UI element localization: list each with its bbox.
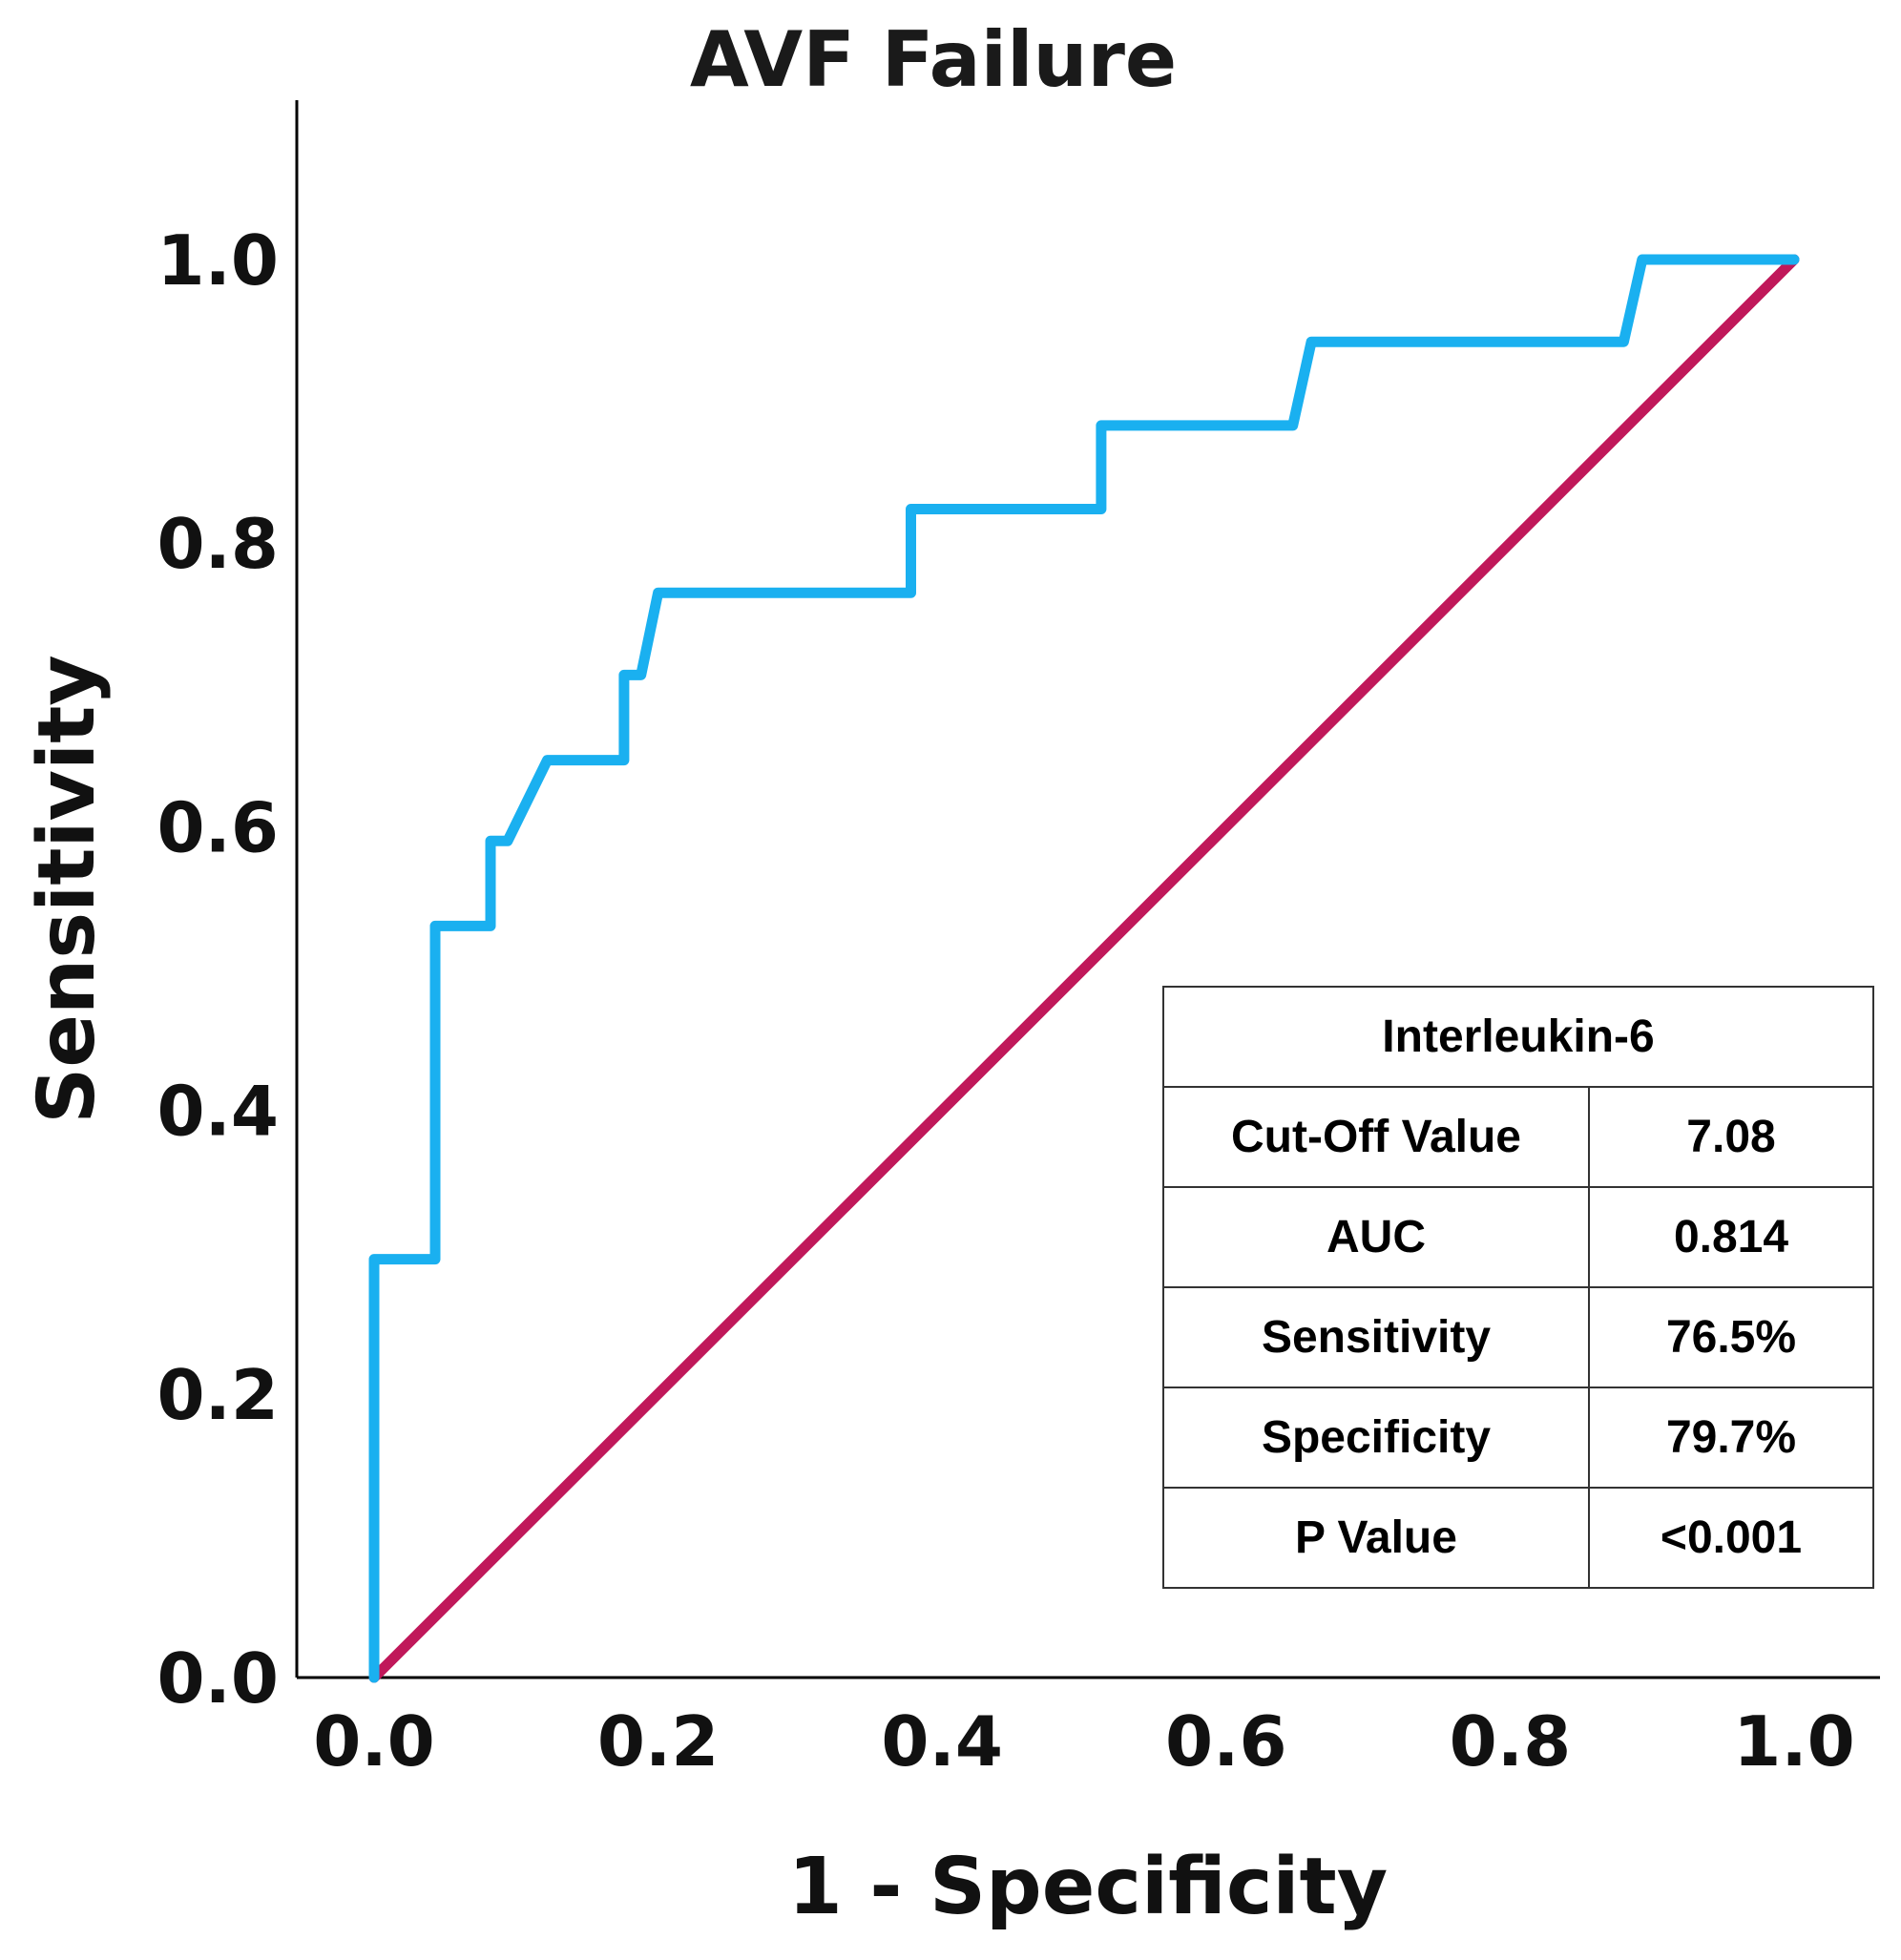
y-tick-label: 0.4 [157,1072,279,1152]
table-row-label: AUC [1162,1186,1590,1288]
table-row-value: 79.7% [1588,1387,1874,1489]
table-row: Cut-Off Value 7.08 [1162,1086,1874,1188]
y-tick-label: 0.2 [157,1355,279,1435]
table-row: Sensitivity 76.5% [1162,1286,1874,1388]
reference-diagonal-line [368,254,1800,1683]
table-row: P Value <0.001 [1162,1487,1874,1589]
table-header-row: Interleukin-6 [1162,986,1874,1088]
table-row-value: 0.814 [1588,1186,1874,1288]
table-row-label: Specificity [1162,1387,1590,1489]
table-row: AUC 0.814 [1162,1186,1874,1288]
y-axis-label: Sensitivity [22,655,113,1123]
table-row-value: <0.001 [1588,1487,1874,1589]
roc-curve-line [368,254,1800,1683]
x-axis-label: 1 - Specificity [788,1842,1388,1932]
table-row-label: Cut-Off Value [1162,1086,1590,1188]
y-tick-label: 1.0 [157,220,279,301]
x-tick-label: 0.8 [1450,1701,1572,1782]
x-tick-label: 0.4 [881,1701,1003,1782]
x-tick-label: 0.6 [1165,1701,1287,1782]
table-row-value: 7.08 [1588,1086,1874,1188]
stats-table: Interleukin-6 Cut-Off Value 7.08 AUC 0.8… [1162,986,1874,1589]
chart-title: AVF Failure [690,15,1177,104]
table-row-label: P Value [1162,1487,1590,1589]
x-tick-label: 0.2 [597,1701,720,1782]
x-tick-label: 0.0 [313,1701,435,1782]
table-row: Specificity 79.7% [1162,1387,1874,1489]
y-tick-label: 0.8 [157,504,279,584]
x-tick-label: 1.0 [1733,1701,1855,1782]
y-tick-label: 0.0 [157,1638,279,1719]
table-row-label: Sensitivity [1162,1286,1590,1388]
y-tick-label: 0.6 [157,787,279,867]
table-header: Interleukin-6 [1162,986,1874,1088]
table-row-value: 76.5% [1588,1286,1874,1388]
